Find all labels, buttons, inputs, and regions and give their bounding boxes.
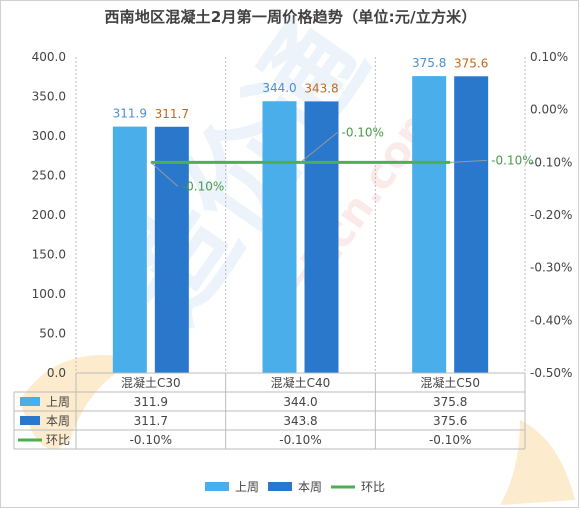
y-right-tick-label: -0.30% [530,261,572,275]
x-category-label: 混凝土C50 [420,375,480,390]
table-cell: -0.10% [130,433,172,447]
y-right-tick-label: -0.40% [530,313,572,327]
legend-label: 环比 [361,480,385,494]
bar-本周-混凝土C50 [454,76,489,373]
y-right-tick-label: -0.50% [530,366,572,380]
table-row-label: 环比 [46,433,70,447]
y-left-tick-label: 200.0 [32,208,66,222]
bar-上周-混凝土C40 [262,101,297,374]
y-left-tick-label: 100.0 [32,287,66,301]
bar-value-label: 375.6 [454,56,488,70]
legend-swatch [205,482,229,491]
leader-line [300,131,338,163]
table-cell: 311.9 [134,395,168,409]
bars-layer: 311.9 311.7 344.0 343.8 375.8 375.6 [112,56,489,374]
y-left-tick-label: 300.0 [32,129,66,143]
chart-title: 西南地区混凝土2月第一周价格趋势（单位:元/立方米） [104,8,477,26]
y-right-tick-label: -0.20% [530,208,572,222]
table-cell: -0.10% [429,433,471,447]
axes-layer: 0.0 50.0 100.0 150.0 200.0 250.0 300.0 350.0 400… [32,50,573,380]
table-row-label: 本周 [46,414,70,428]
table-cell: 375.6 [433,414,467,428]
y-left-tick-label: 50.0 [39,327,66,341]
y-left-tick-label: 400.0 [32,50,66,64]
y-right-tick-label: 0.10% [530,50,568,64]
table-legend-swatch [20,416,40,425]
y-right-tick-label: 0.00% [530,103,568,117]
bar-value-label: 311.9 [113,107,147,121]
legend: 上周 本周 环比 [205,480,385,494]
table-cell: 311.7 [134,414,168,428]
table-row-label: 上周 [46,395,70,409]
y-left-tick-label: 350.0 [32,90,66,104]
data-table: 混凝土C30 混凝土C40 混凝土C50 上周 311.9 344.0 375.8 本周 311… [13,372,526,450]
y-left-tick-label: 150.0 [32,248,66,262]
leader-line [150,161,179,187]
leader-line [450,159,488,163]
bar-本周-混凝土C40 [304,101,339,373]
legend-label: 上周 [235,480,259,494]
bar-value-label: 375.8 [412,56,446,70]
y-left-tick-label: 0.0 [47,366,66,380]
bar-value-label: 344.0 [262,81,296,95]
bar-本周-混凝土C30 [154,126,189,373]
line-point-label: -0.10% [182,179,224,193]
bar-value-label: 343.8 [304,81,338,95]
table-legend-swatch [20,397,40,406]
table-cell: 344.0 [283,395,317,409]
y-left-tick-label: 250.0 [32,169,66,183]
x-category-label: 混凝土C30 [121,375,181,390]
line-point-label: -0.10% [491,153,533,167]
line-layer: -0.10% -0.10% -0.10% [150,125,534,193]
table-cell: -0.10% [279,433,321,447]
bar-上周-混凝土C30 [112,126,147,373]
bar-上周-混凝土C50 [412,76,447,374]
y-right-tick-label: -0.10% [530,155,572,169]
line-point-label: -0.10% [342,125,384,139]
legend-label: 本周 [298,480,322,494]
table-cell: 375.8 [433,395,467,409]
bar-value-label: 311.7 [155,107,189,121]
x-category-label: 混凝土C40 [271,375,331,390]
table-cell: 343.8 [283,414,317,428]
legend-swatch [268,482,292,491]
